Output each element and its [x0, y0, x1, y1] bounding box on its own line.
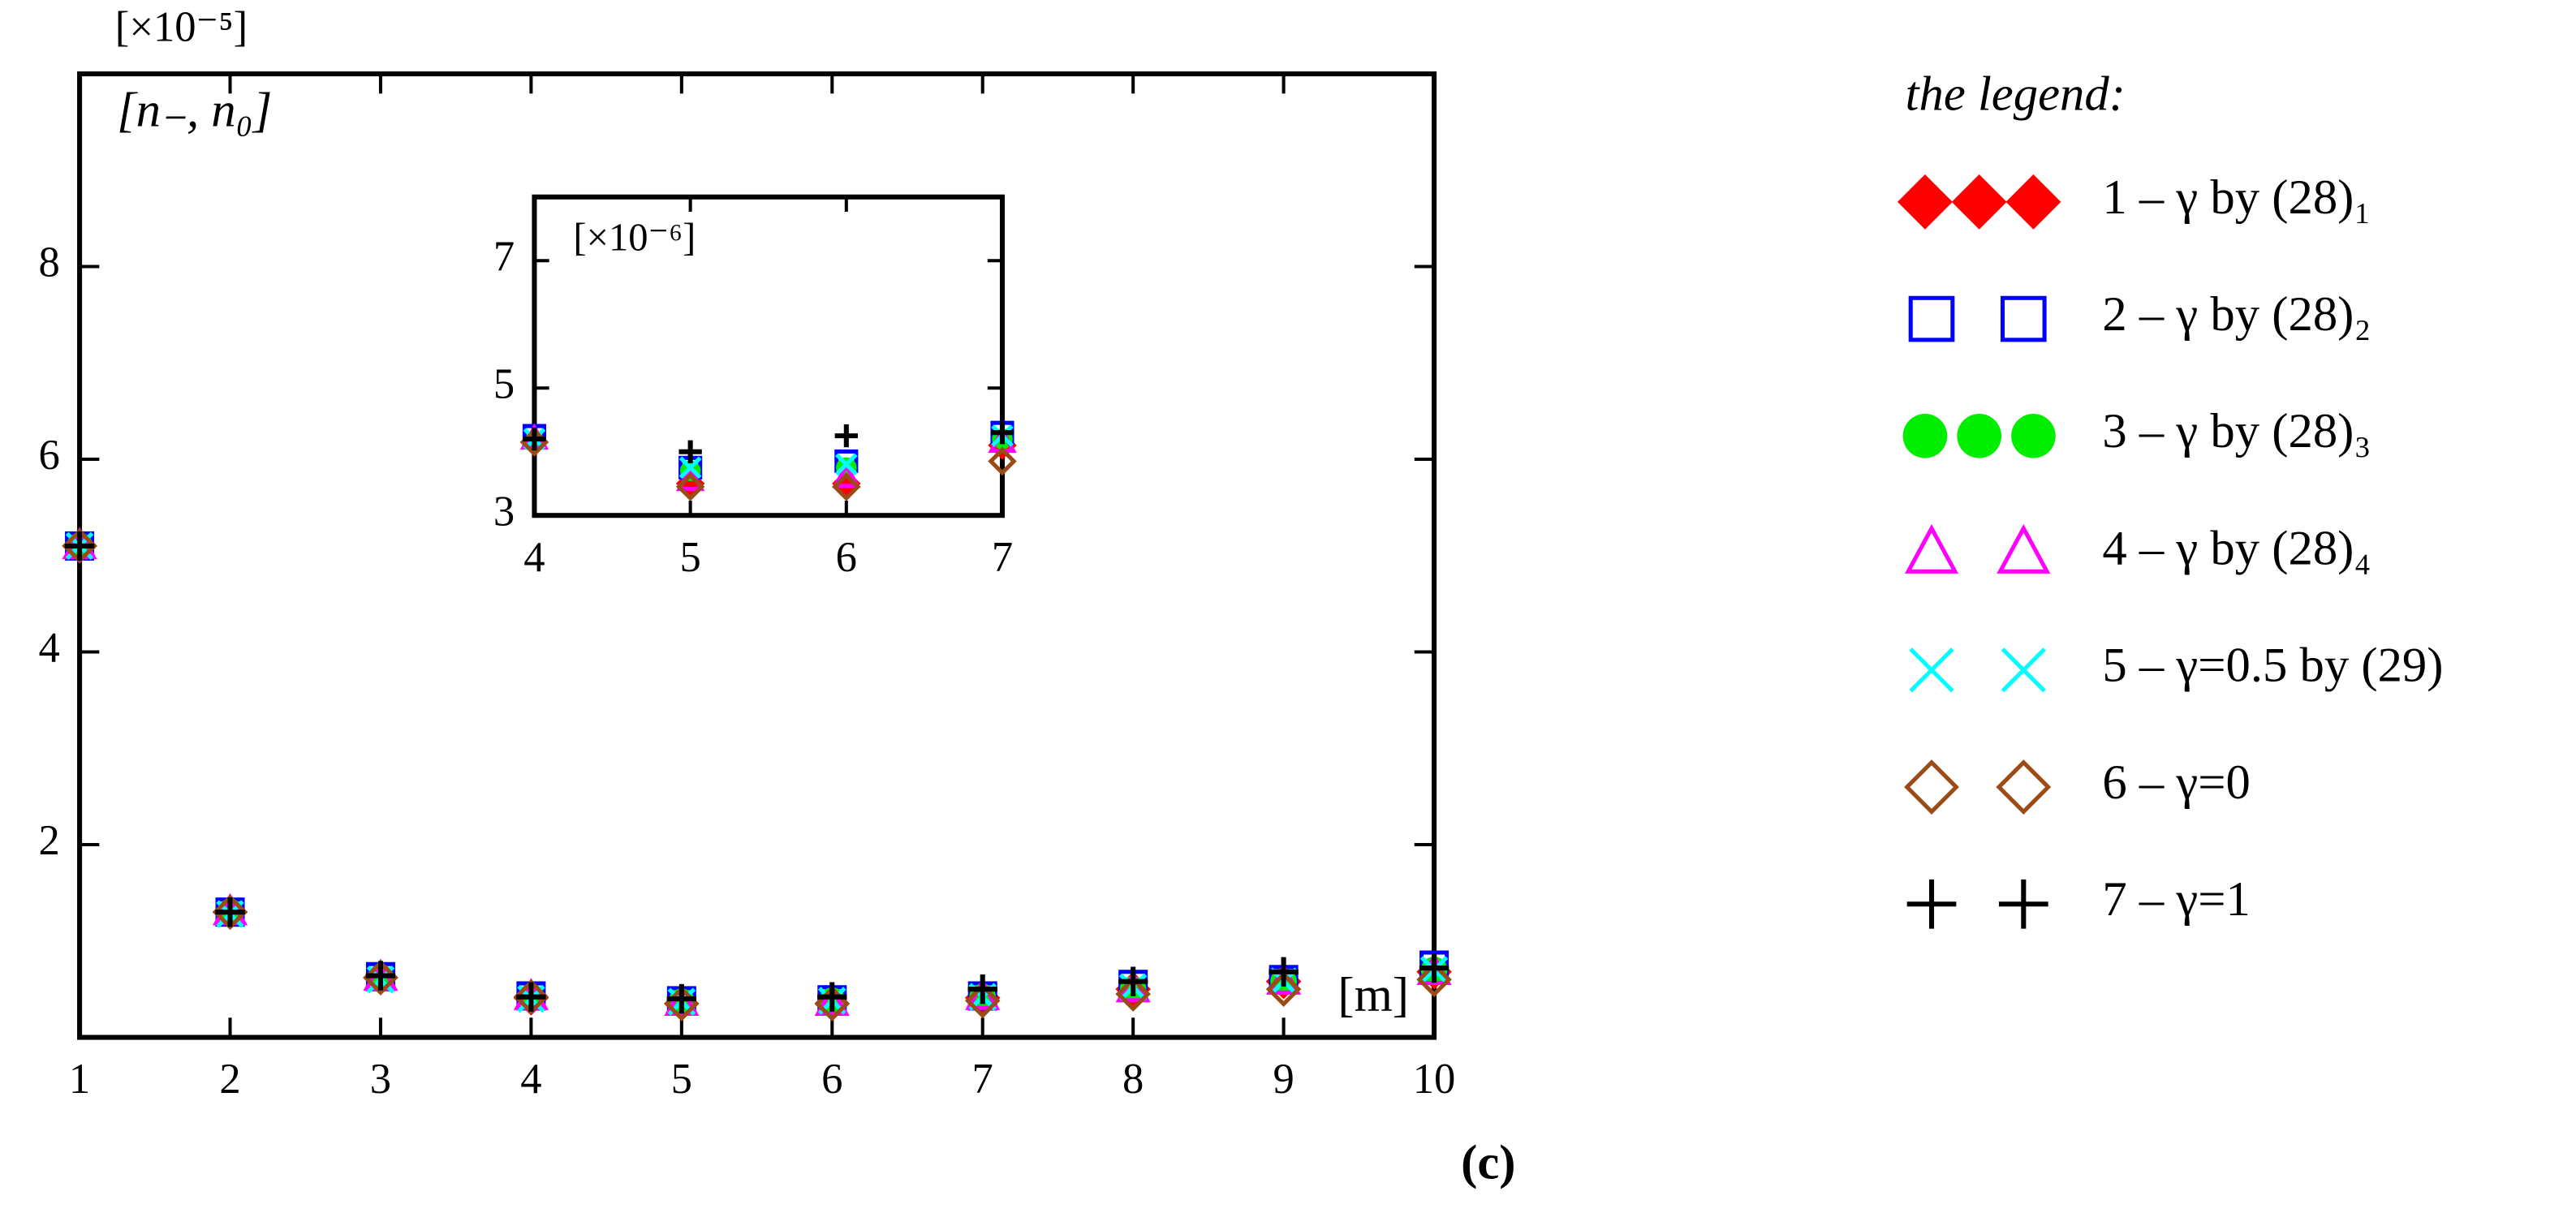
- data-point: [832, 461, 861, 488]
- x-tick-label: 3: [370, 1056, 391, 1103]
- y-tick-label: 3: [493, 488, 515, 535]
- legend-marker: [1906, 879, 1957, 929]
- data-point: [988, 446, 1017, 476]
- data-point: [516, 982, 546, 1012]
- legend-title: the legend:: [1906, 67, 2126, 121]
- x-tick-label: 4: [523, 534, 545, 581]
- legend-label: 4 – γ by (28)₄: [2102, 521, 2371, 575]
- x-tick-label: 10: [1413, 1056, 1456, 1103]
- x-tick-label: 9: [1273, 1056, 1294, 1103]
- data-point: [64, 531, 95, 561]
- legend-marker: [1902, 413, 1948, 458]
- y-tick-label: 4: [38, 625, 59, 672]
- legend-marker: [1904, 759, 1959, 815]
- data-point: [817, 982, 847, 1012]
- main-frame: [77, 71, 1437, 1040]
- y-tick-label: 2: [38, 817, 59, 864]
- data-point: [834, 453, 858, 476]
- data-point: [1265, 971, 1302, 1007]
- data-point: [832, 472, 861, 501]
- x-tick-label: 7: [992, 534, 1013, 581]
- x-tick-label: 2: [219, 1056, 240, 1103]
- x-axis-label: [m]: [1338, 968, 1409, 1022]
- data-point: [1416, 961, 1452, 998]
- data-point: [215, 897, 245, 927]
- legend-marker: [2000, 295, 2047, 342]
- data-point: [363, 960, 398, 996]
- legend-marker: [1996, 759, 2052, 815]
- x-tick-label: 4: [520, 1056, 541, 1103]
- data-point: [1118, 966, 1148, 996]
- data-point: [990, 421, 1014, 445]
- data-point: [814, 983, 850, 1016]
- data-point: [523, 427, 546, 451]
- y-tick-label: 5: [493, 360, 515, 407]
- legend-marker: [1997, 523, 2051, 574]
- x-tick-label: 5: [679, 534, 700, 581]
- legend-marker: [2001, 647, 2046, 693]
- legend-marker: [1998, 879, 2048, 929]
- legend-marker: [1904, 523, 1959, 574]
- data-point: [964, 983, 1001, 1019]
- data-point: [967, 974, 997, 1004]
- legend-marker: [1957, 413, 2001, 458]
- data-point: [666, 983, 697, 1014]
- inset-y-unit-label: [×10⁻⁶]: [573, 216, 696, 260]
- legend-marker: [1951, 174, 2007, 230]
- x-tick-label: 6: [821, 1056, 842, 1103]
- data-point: [1419, 953, 1450, 983]
- legend-label: 1 – γ by (28)₁: [2102, 170, 2371, 225]
- inset-frame: [532, 194, 1006, 518]
- data-point: [678, 440, 702, 463]
- x-tick-label: 5: [671, 1056, 692, 1103]
- legend-label: 7 – γ=1: [2102, 872, 2250, 927]
- y-axis-label: [n₋, n₀]: [117, 84, 272, 138]
- legend-label: 5 – γ=0.5 by (29): [2102, 639, 2443, 693]
- caption: (c): [1461, 1135, 1515, 1189]
- legend-marker: [1908, 295, 1955, 342]
- legend-marker: [2005, 174, 2061, 230]
- data-point: [365, 961, 396, 991]
- legend-marker: [2011, 413, 2056, 458]
- legend-label: 3 – γ by (28)₃: [2102, 404, 2371, 458]
- y-unit-label: [×10⁻⁵]: [115, 3, 248, 50]
- y-tick-label: 6: [38, 432, 59, 479]
- data-point: [834, 424, 858, 448]
- x-tick-label: 1: [69, 1056, 90, 1103]
- legend-label: 2 – γ by (28)₂: [2102, 287, 2371, 342]
- data-point: [675, 472, 705, 501]
- legend-marker: [1898, 174, 1953, 230]
- y-tick-label: 7: [493, 233, 515, 280]
- legend-label: 6 – γ=0: [2102, 755, 2250, 810]
- legend-marker: [1909, 647, 1954, 693]
- x-tick-label: 7: [972, 1056, 993, 1103]
- data-point: [1115, 976, 1151, 1012]
- x-tick-label: 6: [836, 534, 857, 581]
- data-point: [678, 456, 702, 480]
- data-point: [1269, 957, 1299, 987]
- y-tick-label: 8: [38, 239, 59, 286]
- x-tick-label: 8: [1122, 1056, 1144, 1103]
